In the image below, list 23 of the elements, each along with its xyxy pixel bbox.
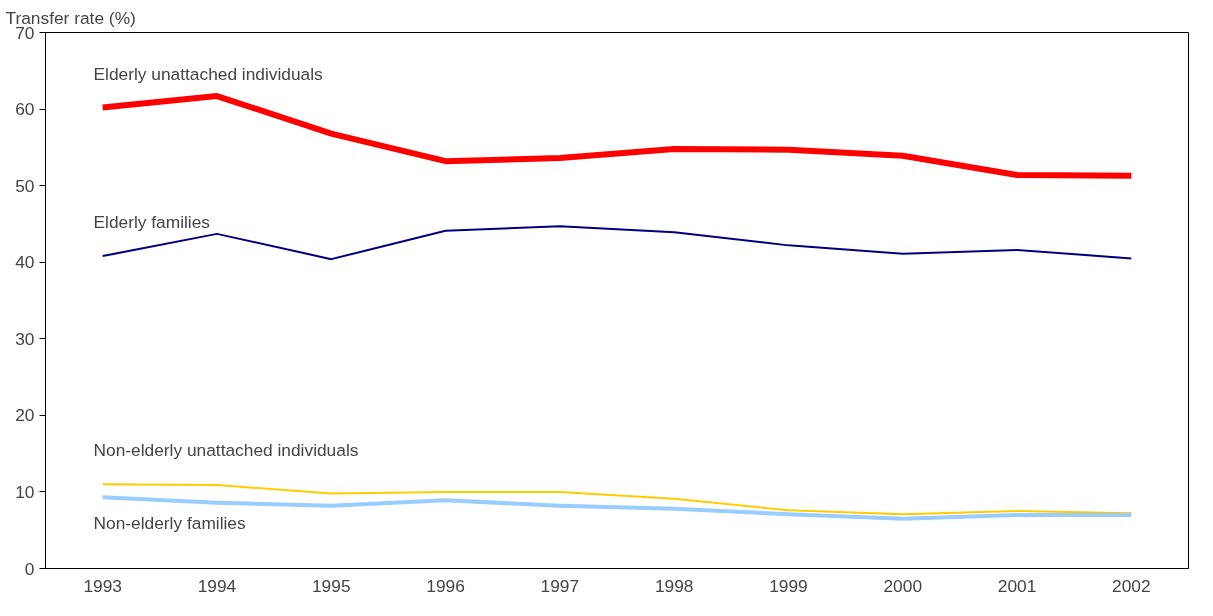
y-tick-label: 10: [15, 481, 35, 502]
y-axis-title: Transfer rate (%): [5, 7, 136, 28]
x-tick-label: 1999: [769, 575, 808, 596]
x-tick-label: 2001: [997, 575, 1037, 596]
x-tick-label: 1998: [654, 575, 694, 596]
x-tick-label: 1997: [540, 575, 580, 596]
y-tick-label: 50: [15, 175, 35, 196]
series-label: Elderly unattached individuals: [93, 63, 324, 84]
x-tick-label: 1996: [426, 575, 465, 596]
series-label: Elderly families: [93, 212, 211, 233]
x-tick-label: 2002: [1112, 575, 1151, 596]
series-label: Non-elderly unattached individuals: [93, 440, 359, 461]
x-tick-label: 1995: [311, 575, 351, 596]
x-tick-label: 2000: [883, 575, 923, 596]
y-tick-label: 30: [15, 328, 35, 349]
y-tick-label: 0: [24, 558, 35, 579]
y-tick-label: 40: [15, 252, 35, 273]
x-tick-label: 1994: [197, 575, 237, 596]
line-series: [101, 483, 1133, 516]
series-label: Non-elderly families: [93, 513, 246, 534]
y-tick-label: 20: [15, 405, 35, 426]
y-tick-label: 60: [15, 99, 35, 120]
x-tick-label: 1993: [83, 575, 122, 596]
